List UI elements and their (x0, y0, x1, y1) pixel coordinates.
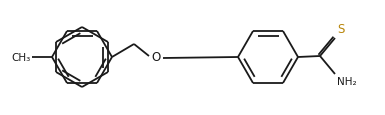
Text: S: S (337, 23, 344, 36)
Text: NH₂: NH₂ (337, 76, 357, 86)
Text: CH₃: CH₃ (12, 53, 31, 62)
Text: O: O (151, 51, 161, 64)
